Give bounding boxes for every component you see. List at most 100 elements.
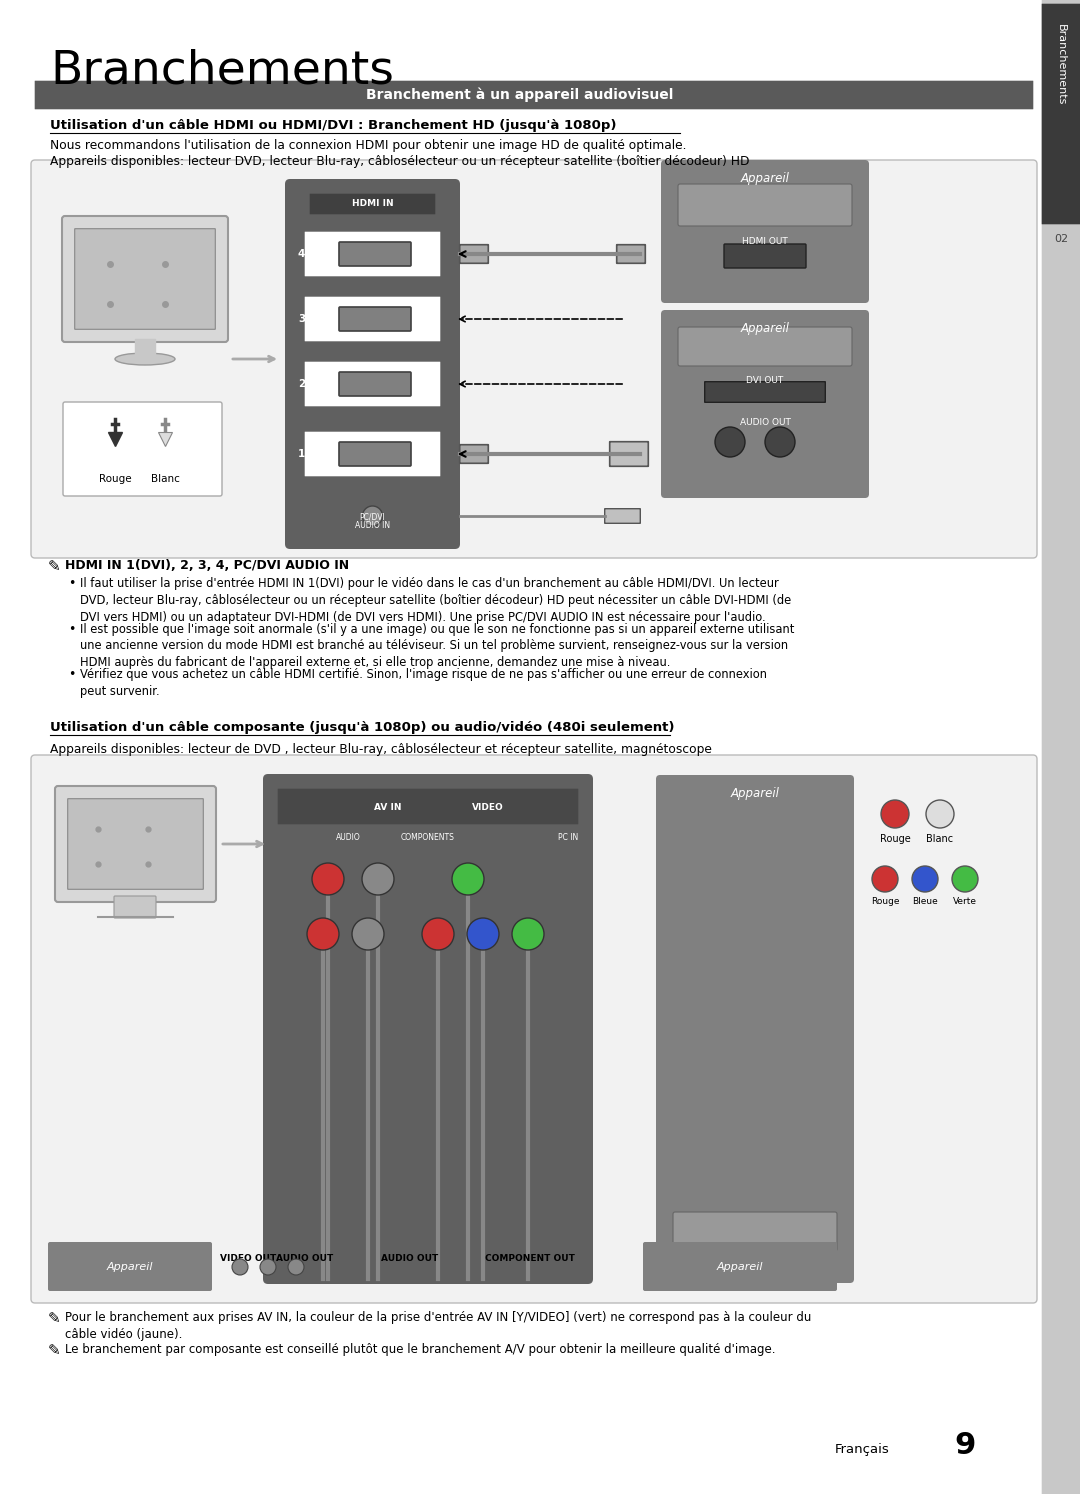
Text: ✎: ✎: [48, 1312, 60, 1327]
FancyBboxPatch shape: [1042, 3, 1080, 224]
FancyBboxPatch shape: [460, 445, 488, 463]
FancyBboxPatch shape: [617, 245, 646, 263]
Circle shape: [232, 1259, 248, 1274]
FancyBboxPatch shape: [724, 244, 806, 267]
FancyBboxPatch shape: [610, 442, 648, 466]
Text: ✎: ✎: [48, 1343, 60, 1358]
Text: Pour le branchement aux prises AV IN, la couleur de la prise d'entrée AV IN [Y/V: Pour le branchement aux prises AV IN, la…: [65, 1312, 811, 1340]
Text: HDMI OUT: HDMI OUT: [742, 238, 788, 247]
Text: •: •: [68, 668, 76, 681]
FancyBboxPatch shape: [643, 1242, 837, 1291]
Text: 9: 9: [955, 1431, 975, 1460]
Text: ✎: ✎: [48, 559, 60, 574]
Text: HDMI IN 1(DVI), 2, 3, 4, PC/DVI AUDIO IN: HDMI IN 1(DVI), 2, 3, 4, PC/DVI AUDIO IN: [65, 559, 349, 572]
Text: Utilisation d'un câble composante (jusqu'à 1080p) ou audio/vidéo (480i seulement: Utilisation d'un câble composante (jusqu…: [50, 722, 675, 734]
FancyBboxPatch shape: [31, 754, 1037, 1303]
Text: COMPONENT OUT: COMPONENT OUT: [485, 1253, 575, 1262]
Text: PC IN: PC IN: [558, 832, 578, 841]
FancyBboxPatch shape: [339, 306, 411, 332]
Circle shape: [352, 917, 384, 950]
Text: Utilisation d'un câble HDMI ou HDMI/DVI : Branchement HD (jusqu'à 1080p): Utilisation d'un câble HDMI ou HDMI/DVI …: [50, 120, 617, 131]
Circle shape: [872, 867, 897, 892]
FancyBboxPatch shape: [705, 381, 825, 402]
Text: Branchement à un appareil audiovisuel: Branchement à un appareil audiovisuel: [366, 88, 674, 102]
Text: Nous recommandons l'utilisation de la connexion HDMI pour obtenir une image HD d: Nous recommandons l'utilisation de la co…: [50, 139, 687, 152]
Text: Appareil: Appareil: [717, 1262, 764, 1271]
Text: Vérifiez que vous achetez un câble HDMI certifié. Sinon, l'image risque de ne pa: Vérifiez que vous achetez un câble HDMI …: [80, 668, 767, 698]
Text: Français: Français: [835, 1443, 890, 1457]
FancyBboxPatch shape: [285, 179, 460, 548]
Text: Rouge: Rouge: [879, 834, 910, 844]
FancyBboxPatch shape: [278, 789, 578, 825]
Text: AUDIO OUT: AUDIO OUT: [276, 1253, 334, 1262]
FancyBboxPatch shape: [678, 184, 852, 226]
FancyBboxPatch shape: [339, 442, 411, 466]
Text: Appareil: Appareil: [741, 172, 789, 185]
FancyBboxPatch shape: [339, 372, 411, 396]
Circle shape: [715, 427, 745, 457]
FancyBboxPatch shape: [305, 232, 441, 276]
Circle shape: [512, 917, 544, 950]
Text: VIDEO OUT: VIDEO OUT: [220, 1253, 276, 1262]
Circle shape: [422, 917, 454, 950]
Text: 2: 2: [298, 379, 306, 388]
Text: AUDIO OUT: AUDIO OUT: [381, 1253, 438, 1262]
Text: Appareils disponibles: lecteur de DVD , lecteur Blu-ray, câblosélecteur et récep: Appareils disponibles: lecteur de DVD , …: [50, 743, 712, 756]
Circle shape: [951, 867, 978, 892]
Circle shape: [260, 1259, 276, 1274]
FancyBboxPatch shape: [35, 81, 1034, 109]
Text: Bleue: Bleue: [913, 896, 937, 905]
Text: AUDIO OUT: AUDIO OUT: [740, 418, 791, 427]
Circle shape: [926, 799, 954, 828]
Circle shape: [453, 864, 484, 895]
FancyBboxPatch shape: [661, 160, 869, 303]
FancyBboxPatch shape: [55, 786, 216, 902]
Text: Verte: Verte: [953, 896, 977, 905]
FancyBboxPatch shape: [460, 245, 488, 263]
Text: 02: 02: [1054, 235, 1068, 244]
Text: •: •: [68, 623, 76, 635]
Text: 1(DVI): 1(DVI): [298, 450, 335, 459]
FancyBboxPatch shape: [62, 217, 228, 342]
FancyBboxPatch shape: [75, 229, 215, 329]
FancyBboxPatch shape: [656, 775, 854, 1283]
Circle shape: [288, 1259, 303, 1274]
FancyBboxPatch shape: [678, 327, 852, 366]
Text: Rouge: Rouge: [98, 474, 132, 484]
Ellipse shape: [114, 353, 175, 365]
FancyBboxPatch shape: [661, 309, 869, 498]
FancyBboxPatch shape: [310, 194, 435, 214]
FancyBboxPatch shape: [605, 508, 640, 523]
Text: AUDIO: AUDIO: [336, 832, 361, 841]
Text: Blanc: Blanc: [927, 834, 954, 844]
FancyBboxPatch shape: [673, 1212, 837, 1250]
Circle shape: [912, 867, 939, 892]
Text: Rouge: Rouge: [870, 896, 900, 905]
Circle shape: [363, 506, 382, 526]
Text: •: •: [68, 577, 76, 590]
FancyBboxPatch shape: [305, 297, 441, 341]
FancyBboxPatch shape: [305, 362, 441, 406]
FancyBboxPatch shape: [114, 896, 156, 917]
FancyBboxPatch shape: [48, 1242, 212, 1291]
Text: AV IN: AV IN: [375, 802, 402, 811]
Circle shape: [467, 917, 499, 950]
Text: Appareil: Appareil: [107, 1262, 153, 1271]
Text: VIDEO: VIDEO: [472, 802, 504, 811]
FancyBboxPatch shape: [68, 799, 203, 889]
FancyBboxPatch shape: [305, 432, 441, 477]
Text: Il faut utiliser la prise d'entrée HDMI IN 1(DVI) pour le vidéo dans le cas d'un: Il faut utiliser la prise d'entrée HDMI …: [80, 577, 792, 623]
FancyBboxPatch shape: [31, 160, 1037, 557]
FancyBboxPatch shape: [63, 402, 222, 496]
Circle shape: [765, 427, 795, 457]
Text: Appareil: Appareil: [730, 787, 780, 799]
Text: DVI OUT: DVI OUT: [746, 376, 784, 385]
FancyBboxPatch shape: [264, 774, 593, 1283]
Text: Blanc: Blanc: [150, 474, 179, 484]
Circle shape: [881, 799, 909, 828]
Text: PC/DVI: PC/DVI: [360, 512, 386, 521]
Text: COMPONENTS: COMPONENTS: [401, 832, 455, 841]
Text: Appareils disponibles: lecteur DVD, lecteur Blu-ray, câblosélecteur ou un récept: Appareils disponibles: lecteur DVD, lect…: [50, 155, 750, 167]
Text: AUDIO IN: AUDIO IN: [355, 521, 390, 530]
Text: Branchements: Branchements: [50, 49, 394, 94]
